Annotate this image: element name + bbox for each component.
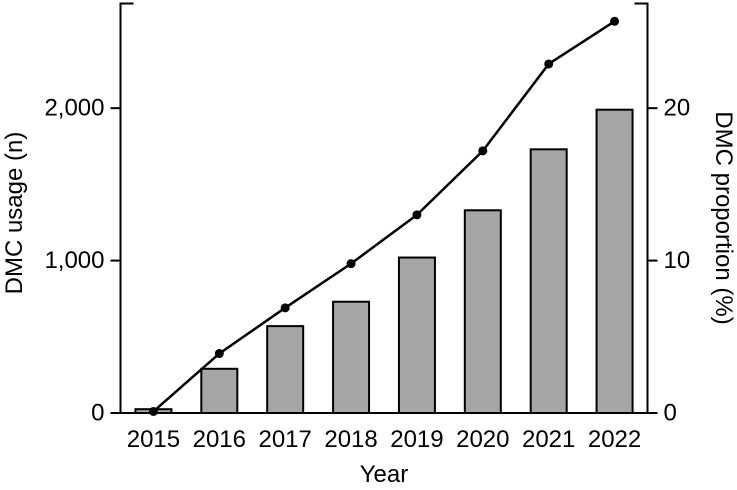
year-label-2016: 2016 [193, 426, 246, 453]
right-tick-label: 10 [664, 247, 691, 274]
year-label-2020: 2020 [456, 426, 509, 453]
bar-2016 [200, 367, 239, 414]
right-tick-label: 0 [664, 400, 677, 427]
right-axis-title: DMC proportion (%) [710, 111, 737, 324]
left-axis-title: DMC usage (n) [1, 132, 28, 295]
x-axis-title: Year [360, 461, 409, 488]
line-series [148, 16, 620, 416]
year-label-2021: 2021 [522, 426, 575, 453]
marker-2021 [544, 59, 554, 69]
year-label-2017: 2017 [258, 426, 311, 453]
marker-2020 [478, 146, 488, 156]
marker-2016 [214, 349, 224, 359]
tick-labels: 0 1,000 2,000 0 10 20 2015 2016 2017 2018 2019 2020… [44, 95, 690, 453]
marker-2015 [148, 406, 158, 416]
marker-2019 [412, 210, 422, 220]
year-label-2015: 2015 [127, 426, 180, 453]
left-tick-label: 2,000 [44, 95, 104, 122]
bar-2020 [463, 209, 502, 414]
trend-polyline [152, 20, 616, 413]
right-axis-line [634, 2, 649, 413]
left-tick-label: 0 [91, 400, 104, 427]
marker-2018 [346, 259, 356, 269]
right-tick-label: 20 [664, 95, 691, 122]
axes [110, 2, 658, 414]
left-tick-label: 1,000 [44, 247, 104, 274]
bar-2022 [595, 108, 634, 415]
bar-2019 [397, 256, 436, 414]
marker-2022 [610, 16, 620, 26]
year-label-2022: 2022 [588, 426, 641, 453]
bar-series [134, 108, 634, 415]
year-label-2019: 2019 [390, 426, 443, 453]
bar-2018 [332, 300, 371, 414]
marker-2017 [280, 303, 290, 313]
left-axis-line [119, 2, 134, 413]
year-label-2018: 2018 [324, 426, 377, 453]
bar-2017 [266, 325, 305, 415]
bar-2021 [529, 148, 568, 414]
